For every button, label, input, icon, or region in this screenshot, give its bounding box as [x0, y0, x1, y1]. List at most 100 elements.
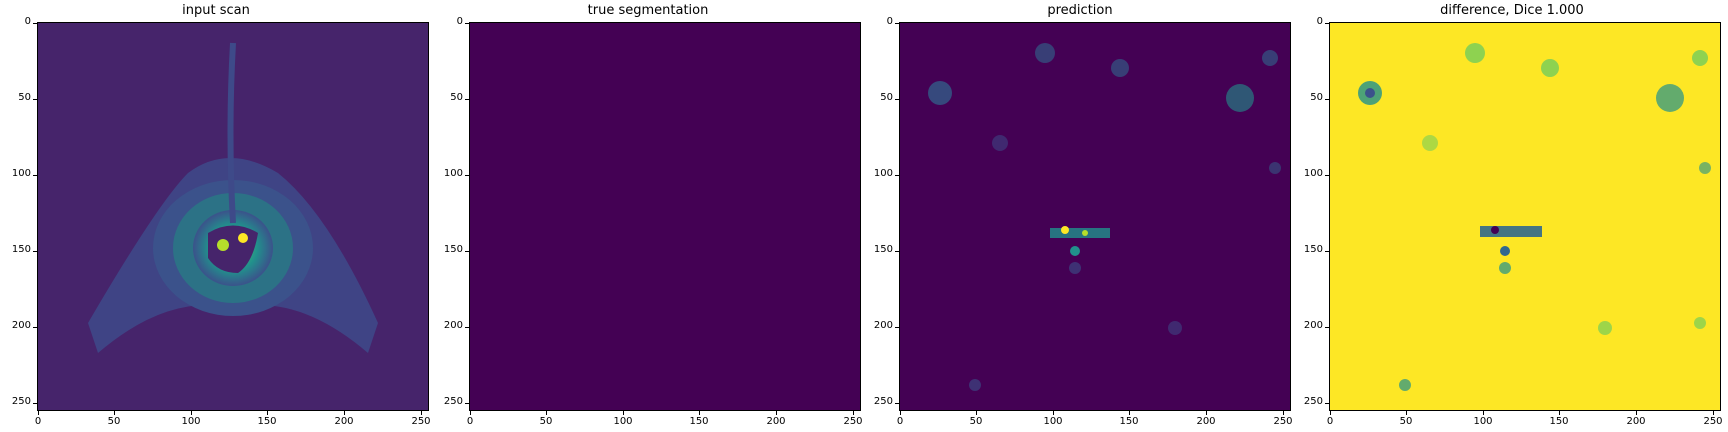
x-tick [546, 411, 547, 415]
y-tick [895, 175, 899, 176]
mri-scan-image [38, 23, 428, 410]
y-tick [33, 251, 37, 252]
y-tick [895, 403, 899, 404]
panel-input-scan: input scan 0 50 10 [0, 0, 432, 432]
y-tick-label: 50 [880, 92, 893, 103]
y-tick-label: 250 [1303, 396, 1323, 407]
y-tick [465, 327, 469, 328]
prediction-heatmap [900, 23, 1290, 410]
x-tick [1483, 411, 1484, 415]
y-tick-label: 150 [11, 244, 31, 255]
x-tick [1053, 411, 1054, 415]
x-tick [1713, 411, 1714, 415]
x-tick [699, 411, 700, 415]
x-tick [1406, 411, 1407, 415]
y-tick-label: 150 [1303, 244, 1323, 255]
y-tick [33, 23, 37, 24]
x-tick [421, 411, 422, 415]
y-tick-label: 250 [443, 396, 463, 407]
x-tick-label: 50 [539, 416, 553, 427]
y-tick [465, 23, 469, 24]
difference-heatmap [1330, 23, 1720, 410]
y-tick-label: 50 [1310, 92, 1323, 103]
x-tick [1330, 411, 1331, 415]
x-tick [853, 411, 854, 415]
x-tick-label: 50 [969, 416, 983, 427]
image-input-scan [37, 22, 429, 411]
y-tick-label: 200 [443, 320, 463, 331]
x-tick-label: 250 [1273, 416, 1293, 427]
y-tick [895, 251, 899, 252]
x-tick [1283, 411, 1284, 415]
image-prediction [899, 22, 1291, 411]
y-tick-label: 0 [1316, 16, 1323, 27]
y-tick-label: 100 [11, 168, 31, 179]
y-tick-label: 0 [886, 16, 893, 27]
panel-title: prediction [1047, 3, 1113, 18]
y-tick-label: 0 [24, 16, 31, 27]
x-tick [1559, 411, 1560, 415]
y-tick [33, 175, 37, 176]
x-tick-label: 100 [613, 416, 633, 427]
x-tick [623, 411, 624, 415]
y-tick-label: 50 [450, 92, 463, 103]
x-tick [976, 411, 977, 415]
y-tick-label: 200 [11, 320, 31, 331]
x-tick-label: 100 [181, 416, 201, 427]
y-tick [33, 99, 37, 100]
panel-difference: difference, Dice 1.000 0 50 100 150 200 250 0 5… [1296, 0, 1728, 432]
x-tick [1206, 411, 1207, 415]
y-tick-label: 250 [11, 396, 31, 407]
panel-title: true segmentation [587, 3, 709, 18]
x-tick [267, 411, 268, 415]
y-tick [895, 23, 899, 24]
y-tick [33, 327, 37, 328]
y-tick-label: 0 [456, 16, 463, 27]
x-tick-label: 250 [843, 416, 863, 427]
x-tick-label: 0 [34, 416, 42, 427]
x-tick [470, 411, 471, 415]
y-tick [1325, 175, 1329, 176]
y-tick [33, 403, 37, 404]
x-tick-label: 200 [766, 416, 786, 427]
y-tick [1325, 403, 1329, 404]
panel-prediction: prediction 0 50 100 150 200 250 0 50 100 150 200 25… [864, 0, 1296, 432]
image-true-segmentation [469, 22, 861, 411]
y-tick [1325, 99, 1329, 100]
y-tick-label: 200 [873, 320, 893, 331]
x-tick-label: 150 [1549, 416, 1569, 427]
panel-title: input scan [182, 3, 250, 18]
y-tick-label: 50 [18, 92, 31, 103]
y-tick [465, 99, 469, 100]
x-tick-label: 0 [896, 416, 904, 427]
x-tick [38, 411, 39, 415]
x-tick-label: 50 [107, 416, 121, 427]
y-tick-label: 250 [873, 396, 893, 407]
x-tick-label: 200 [1196, 416, 1216, 427]
x-tick-label: 50 [1399, 416, 1413, 427]
x-tick-label: 0 [466, 416, 474, 427]
x-tick-label: 100 [1473, 416, 1493, 427]
x-tick [344, 411, 345, 415]
x-tick-label: 250 [1703, 416, 1723, 427]
x-tick [776, 411, 777, 415]
x-tick-label: 200 [334, 416, 354, 427]
image-difference [1329, 22, 1721, 411]
y-tick [1325, 251, 1329, 252]
x-tick [1129, 411, 1130, 415]
y-tick-label: 200 [1303, 320, 1323, 331]
x-tick-label: 250 [411, 416, 431, 427]
x-tick-label: 150 [257, 416, 277, 427]
x-tick [900, 411, 901, 415]
x-tick-label: 200 [1626, 416, 1646, 427]
y-tick-label: 150 [873, 244, 893, 255]
y-tick [465, 251, 469, 252]
panel-title: difference, Dice 1.000 [1440, 3, 1584, 18]
x-tick [191, 411, 192, 415]
y-tick [1325, 23, 1329, 24]
x-tick-label: 150 [689, 416, 709, 427]
y-tick-label: 100 [873, 168, 893, 179]
x-tick-label: 0 [1326, 416, 1334, 427]
y-tick [1325, 327, 1329, 328]
y-tick [895, 327, 899, 328]
